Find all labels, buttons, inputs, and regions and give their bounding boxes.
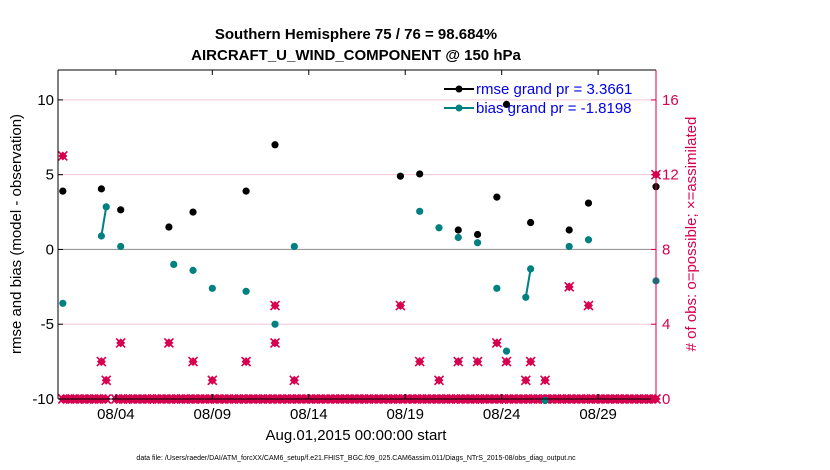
- plot-area: [58, 70, 656, 399]
- data-file-footer: data file: /Users/raeder/DAI/ATM_forcXX/…: [136, 455, 576, 462]
- x-tick-label: 08/24: [483, 406, 521, 423]
- bias-point: [473, 239, 482, 247]
- y-axis-label: rmse and bias (model - observation): [8, 114, 25, 354]
- rmse-point: [565, 226, 573, 234]
- y-right-tick-label: 8: [662, 241, 670, 258]
- bias-point: [527, 265, 535, 273]
- legend-bias-marker: [455, 104, 463, 112]
- obs-count-marker: [115, 337, 126, 348]
- obs-count-marker: [96, 356, 107, 367]
- rmse-point: [502, 100, 511, 108]
- rmse-point: [454, 226, 462, 234]
- rmse-point: [473, 230, 482, 239]
- bias-point: [97, 232, 106, 240]
- x-tick-label: 08/29: [579, 406, 617, 423]
- obs-count-marker: [525, 356, 536, 367]
- rmse-point: [97, 185, 106, 193]
- bias-point: [117, 242, 125, 251]
- obs-count-marker: [57, 150, 68, 162]
- bias-segment: [524, 268, 532, 298]
- y-tick-label: -5: [41, 316, 54, 333]
- rmse-point: [527, 218, 535, 227]
- x-tick-label: 08/19: [386, 406, 424, 423]
- rmse-marks: [59, 100, 660, 239]
- obs-count-marker: [433, 375, 445, 386]
- obs-count-marker: [163, 337, 174, 348]
- obs-count-marker: [269, 337, 281, 348]
- rmse-point: [493, 193, 501, 201]
- x-ticks: 08/04 08/09 08/14 08/19 08/24 08/29: [97, 70, 617, 423]
- rmse-point: [271, 141, 279, 149]
- obs-count-marker: [472, 356, 483, 367]
- legend: rmse grand pr = 3.3661 bias grand pr = -…: [444, 81, 632, 117]
- bias-point: [584, 236, 593, 244]
- rmse-point: [117, 206, 125, 214]
- legend-bias-label: bias grand pr = -1.8198: [476, 100, 632, 117]
- bias-point: [189, 266, 197, 274]
- y-right-tick-label: 12: [662, 167, 679, 184]
- obs-count-marker: [289, 375, 300, 386]
- x-tick-label: 08/14: [290, 406, 328, 423]
- obs-count-marker: [540, 375, 551, 386]
- bias-point: [102, 203, 110, 211]
- rmse-point: [584, 199, 593, 207]
- rmse-point: [416, 170, 424, 178]
- rmse-point: [165, 223, 173, 231]
- bias-point: [416, 207, 424, 215]
- obs-count-marker: [414, 356, 425, 367]
- bias-point: [502, 347, 511, 355]
- rmse-point: [242, 187, 250, 195]
- obs-count-marker: [501, 356, 512, 367]
- bias-point: [271, 320, 279, 328]
- obs-count-marker: [491, 337, 502, 348]
- y-ticks-right: 0 4 8 12 16: [651, 92, 679, 408]
- y-right-tick-label: 4: [662, 316, 670, 333]
- x-axis-label: Aug.01,2015 00:00:00 start: [266, 427, 448, 444]
- bias-point: [522, 293, 530, 301]
- obs-count-marker: [241, 356, 252, 367]
- bias-point: [454, 233, 462, 242]
- obs-count-marker: [520, 375, 531, 386]
- chart-subtitle: AIRCRAFT_U_WIND_COMPONENT @ 150 hPa: [191, 47, 521, 64]
- legend-rmse-marker: [455, 85, 463, 93]
- x-tick-label: 08/09: [194, 406, 232, 423]
- rmse-point: [59, 187, 67, 195]
- bias-point: [242, 287, 250, 295]
- bias-point: [493, 284, 501, 292]
- bias-segment: [100, 206, 108, 237]
- obs-count-marker: [564, 281, 575, 292]
- obs-count-marker: [269, 300, 281, 311]
- y-right-tick-label: 16: [662, 92, 679, 109]
- rmse-point: [189, 208, 197, 216]
- bias-point: [435, 224, 443, 232]
- obs-count-marker: [187, 356, 199, 367]
- legend-rmse-label: rmse grand pr = 3.3661: [476, 81, 632, 98]
- y-axis-label-right: # of obs: o=possible; ×=assimilated: [683, 117, 700, 352]
- y-tick-label: 10: [37, 92, 54, 109]
- obs-count-marker: [453, 356, 464, 367]
- obs-count-marker: [583, 300, 594, 311]
- bias-point: [290, 242, 298, 251]
- x-tick-label: 08/04: [97, 406, 135, 423]
- y-right-tick-label: 0: [662, 391, 670, 408]
- bias-point: [170, 260, 178, 269]
- y-tick-label: -10: [32, 391, 54, 408]
- y-ticks: -10 -5 0 5 10: [32, 92, 63, 408]
- bias-point: [565, 242, 573, 251]
- obs-count-marker: [395, 300, 406, 311]
- bias-point: [541, 396, 549, 405]
- bias-point: [208, 284, 216, 292]
- y-tick-label: 5: [46, 167, 54, 184]
- bias-point: [59, 299, 67, 307]
- chart-title: Southern Hemisphere 75 / 76 = 98.684%: [215, 26, 497, 43]
- rmse-point: [396, 172, 405, 180]
- obs-count-marker: [101, 375, 112, 386]
- series-lines: [100, 206, 532, 298]
- y-tick-label: 0: [46, 241, 54, 258]
- obs-count-marker: [207, 375, 218, 386]
